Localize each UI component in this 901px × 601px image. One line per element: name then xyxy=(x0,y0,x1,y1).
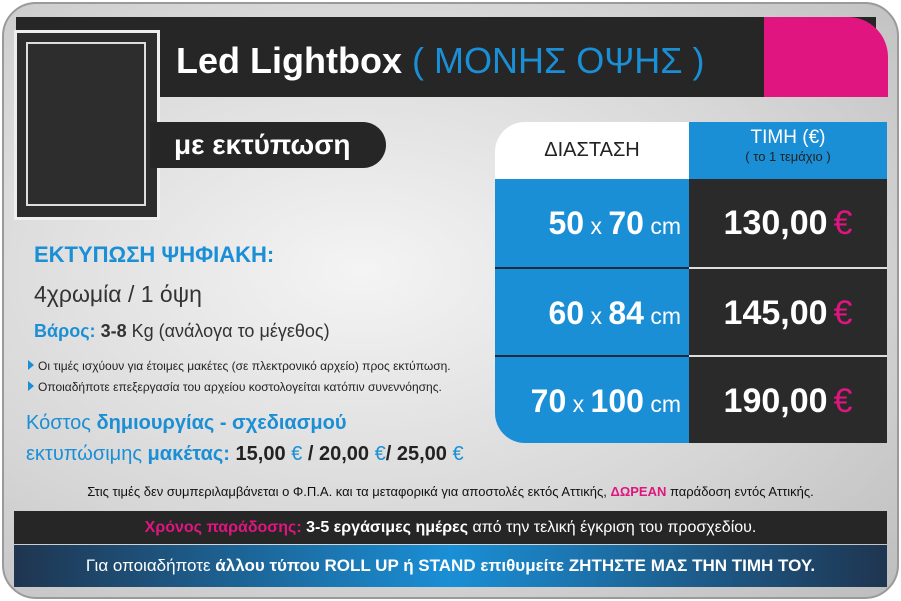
accent-block xyxy=(764,17,888,97)
unit: cm xyxy=(650,303,681,329)
unit: cm xyxy=(650,213,681,239)
text: Στις τιμές δεν συμπεριλαμβάνεται ο Φ.Π.Α… xyxy=(87,484,607,499)
height: 100 xyxy=(590,383,644,419)
note-text: Οποιαδήποτε επεξεργασία του αρχείου κοστ… xyxy=(38,380,442,394)
note-text: Οι τιμές ισχύουν για έτοιμες μακέτες (σε… xyxy=(38,359,451,373)
header-cell: ΔΙΑΣΤΑΣΗ xyxy=(495,122,689,179)
width: 50 xyxy=(548,205,585,241)
label: Χρόνος παράδοσης: xyxy=(144,519,302,536)
sep: x xyxy=(572,391,585,417)
separator: / xyxy=(307,443,314,465)
header-cell: ΤΙΜΗ (€)( το 1 τεμάχιο ) xyxy=(689,122,887,179)
price-cell: 190,00 € xyxy=(689,355,887,443)
lightbox-icon-inner xyxy=(26,42,146,206)
currency: € xyxy=(833,382,853,420)
size-cell: 70 x 100 cm xyxy=(495,355,689,443)
size-cell: 60 x 84 cm xyxy=(495,267,689,355)
text: εκτυπώσιμης xyxy=(26,443,142,465)
spec-weight: Βάρος: 3-8 Kg (ανάλογα το μέγεθος) xyxy=(34,321,330,342)
price-cell: 145,00 € xyxy=(689,267,887,355)
height: 70 xyxy=(608,205,644,241)
price-cell: 130,00 € xyxy=(689,179,887,267)
design-cost-line: εκτυπώσιμης μακέτας: 15,00 € / 20,00 €/ … xyxy=(26,443,464,466)
header-note: ( το 1 τεμάχιο ) xyxy=(745,149,831,164)
delivery-bar: Χρόνος παράδοσης: 3-5 εργάσιμες ημέρες α… xyxy=(14,511,887,544)
note: Οι τιμές ισχύουν για έτοιμες μακέτες (σε… xyxy=(28,359,451,373)
currency: € xyxy=(452,443,464,465)
text: από την τελική έγκριση του προσχεδίου. xyxy=(472,519,757,536)
spec-heading: ΕΚΤΥΠΩΣΗ ΨΗΦΙΑΚΗ: xyxy=(34,242,275,267)
title: Led Lightbox xyxy=(176,40,402,81)
weight-value: 3-8 xyxy=(100,321,127,341)
spec-colors: 4χρωμία / 1 όψη xyxy=(34,281,202,307)
currency: € xyxy=(833,204,853,242)
header-text: ΤΙΜΗ (€) xyxy=(750,127,826,148)
footer-bar: Για οποιαδήποτε άλλου τύπου ROLL UP ή ST… xyxy=(14,545,887,587)
text: άλλου τύπου ROLL UP ή STAND επιθυμείτε Ζ… xyxy=(215,556,816,575)
weight-unit: Kg (ανάλογα το μέγεθος) xyxy=(131,321,330,341)
currency: € xyxy=(833,294,853,332)
price: 15,00 xyxy=(235,443,286,465)
title-line: Led Lightbox ( ΜΟΝΗΣ ΟΨΗΣ ) xyxy=(176,40,705,82)
currency: € xyxy=(374,443,386,465)
tag: με εκτύπωση xyxy=(150,122,386,168)
weight-label: Βάρος: xyxy=(34,321,96,341)
unit: cm xyxy=(650,391,681,417)
text: 3-5 εργάσιμες ημέρες xyxy=(306,519,469,536)
sep: x xyxy=(590,303,602,329)
text: μακέτας: xyxy=(147,443,230,465)
lightbox-icon xyxy=(14,30,160,220)
design-cost-line: Κόστος δημιουργίας - σχεδιασμού xyxy=(26,412,346,435)
text: Κόστος xyxy=(26,412,91,434)
width: 70 xyxy=(530,383,567,419)
price: 130,00 xyxy=(723,204,828,242)
width: 60 xyxy=(548,295,585,331)
highlight: ΔΩΡΕΑΝ xyxy=(610,484,667,499)
text: δημιουργίας - σχεδιασμού xyxy=(96,412,347,434)
price: 145,00 xyxy=(723,294,828,332)
note: Οποιαδήποτε επεξεργασία του αρχείου κοστ… xyxy=(28,380,442,394)
text: Για οποιαδήποτε xyxy=(85,556,211,575)
sep: x xyxy=(590,213,602,239)
vat-note: Στις τιμές δεν συμπεριλαμβάνεται ο Φ.Π.Α… xyxy=(4,484,897,499)
price: 20,00 xyxy=(318,443,370,465)
height: 84 xyxy=(608,295,644,331)
price: 190,00 xyxy=(723,382,828,420)
currency: € xyxy=(291,443,303,465)
text: παράδοση εντός Αττικής. xyxy=(669,484,814,499)
separator: / xyxy=(385,443,392,465)
size-cell: 50 x 70 cm xyxy=(495,179,689,267)
subtitle: ( ΜΟΝΗΣ ΟΨΗΣ ) xyxy=(411,40,705,81)
price: 25,00 xyxy=(396,443,447,465)
